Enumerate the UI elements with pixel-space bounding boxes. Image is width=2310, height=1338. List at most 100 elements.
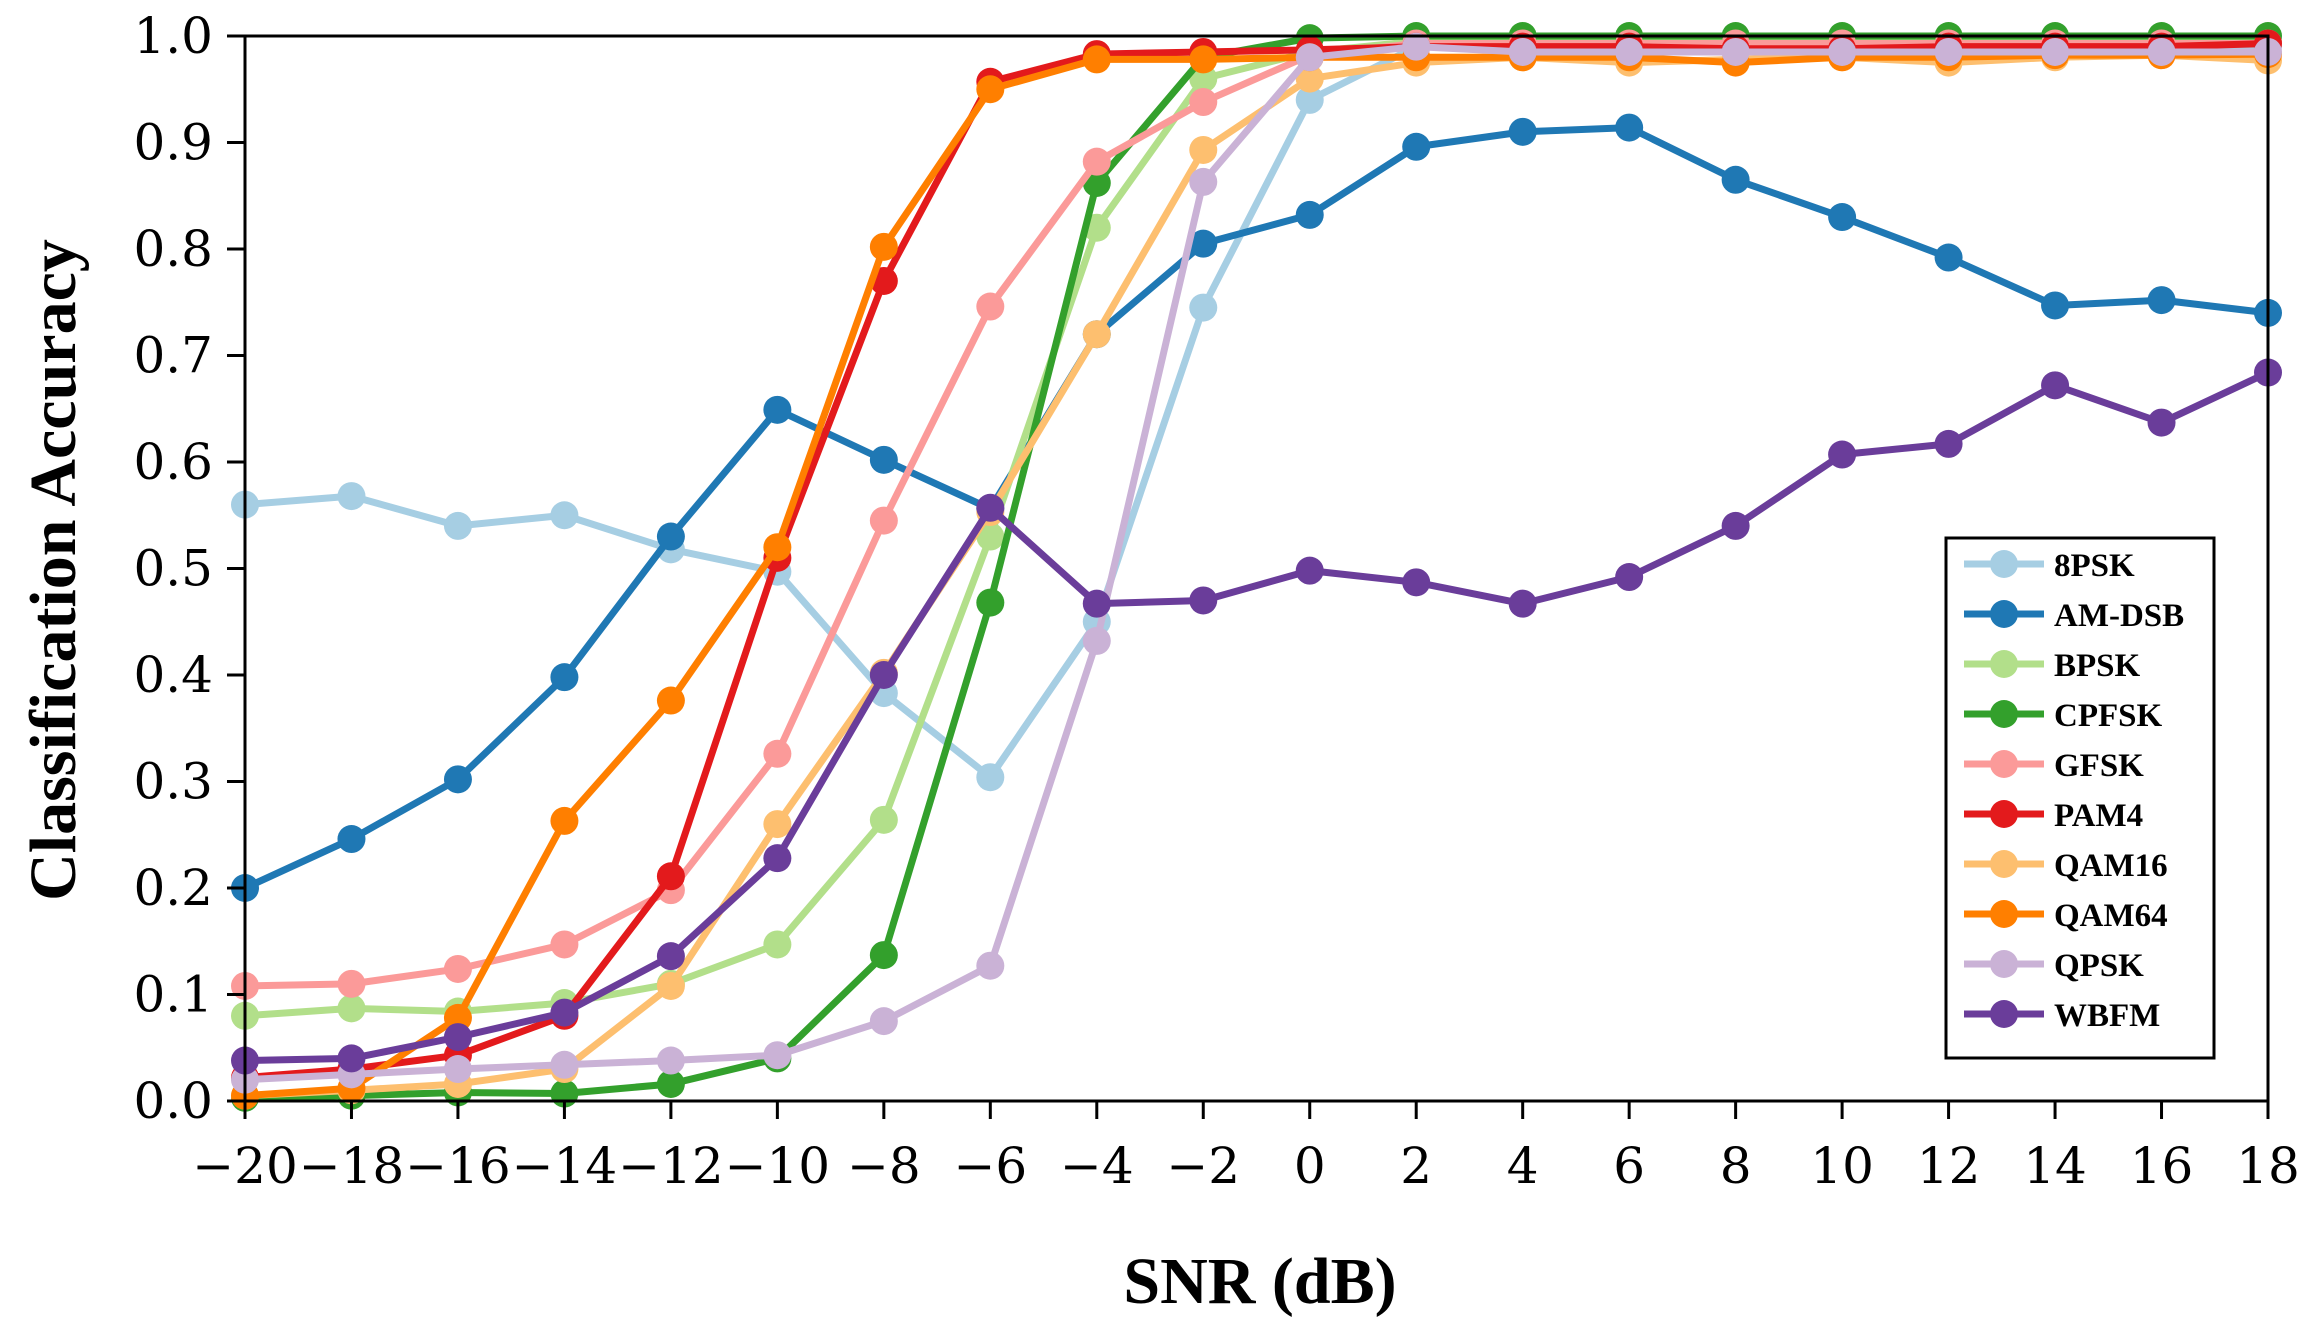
legend-item: QAM16 [1964, 848, 2168, 884]
x-tick-label: 4 [1507, 1137, 1539, 1195]
data-point [976, 522, 1005, 551]
legend-label: QAM64 [2054, 898, 2168, 934]
legend-swatch-marker [1990, 600, 2018, 628]
data-point [1295, 85, 1324, 114]
data-point [976, 588, 1005, 617]
data-point [1082, 147, 1111, 176]
data-point [1189, 229, 1218, 258]
legend-item: QAM64 [1964, 898, 2168, 934]
data-point [337, 482, 366, 511]
x-tick-label: −16 [405, 1137, 511, 1195]
data-point [869, 941, 898, 970]
y-tick-label: 0.5 [133, 540, 213, 598]
x-tick-label: 2 [1400, 1137, 1432, 1195]
data-point [2147, 408, 2176, 437]
legend-label: PAM4 [2054, 798, 2143, 834]
y-tick-label: 1.0 [133, 7, 213, 65]
data-point [1828, 440, 1857, 469]
legend-label: AM-DSB [2054, 598, 2184, 634]
axes: −20 −18 −16 −14 −12 −10 −8 −6 −4 −2 0 2 4 6 8 10 12 14 16 1… [133, 7, 2299, 1195]
data-point [656, 1046, 685, 1075]
data-point [1508, 589, 1537, 618]
data-point [976, 493, 1005, 522]
x-tick-label: −8 [847, 1137, 921, 1195]
x-tick-label: −14 [512, 1137, 618, 1195]
data-point [1189, 88, 1218, 117]
legend-swatch-marker [1990, 750, 2018, 778]
y-tick-label: 0.7 [133, 327, 213, 385]
data-point [656, 686, 685, 715]
data-point [337, 1044, 366, 1073]
data-point [869, 805, 898, 834]
data-point [976, 292, 1005, 321]
legend-box [1944, 536, 2216, 1060]
data-point [2041, 291, 2070, 320]
data-point [550, 806, 579, 835]
data-point [1189, 167, 1218, 196]
data-point [869, 661, 898, 689]
data-point [443, 511, 472, 540]
legend-label: QAM16 [2054, 848, 2168, 884]
x-tick-label: 8 [1720, 1137, 1752, 1195]
legend-label: GFSK [2054, 748, 2144, 784]
x-tick-label: 6 [1613, 1137, 1645, 1195]
series-line [244, 50, 2269, 1100]
data-point [869, 232, 898, 261]
data-point [656, 522, 685, 551]
x-tick-label: 18 [2236, 1137, 2300, 1195]
data-point [1189, 64, 1218, 93]
series-line [244, 369, 2270, 1065]
data-point [763, 930, 792, 959]
data-point [1189, 293, 1218, 322]
y-tick-label: 0.3 [133, 753, 213, 811]
y-tick-label: 0.8 [133, 220, 213, 278]
x-tick-label: −2 [1166, 1137, 1240, 1195]
data-point [1189, 586, 1218, 615]
data-point [337, 994, 366, 1023]
data-point [656, 971, 685, 1000]
data-point [1082, 320, 1111, 349]
x-tick-label: 0 [1294, 1137, 1326, 1195]
data-point [1934, 243, 1963, 272]
data-point [1189, 45, 1218, 74]
data-point [443, 765, 472, 794]
x-tick-label: 10 [1810, 1137, 1874, 1195]
data-point [550, 1050, 579, 1079]
legend-label: QPSK [2054, 948, 2144, 984]
x-tick-label: −10 [725, 1137, 831, 1195]
series-line [244, 39, 2269, 1082]
legend-label: WBFM [2054, 998, 2160, 1034]
data-point [337, 825, 366, 854]
legend-item: 8PSK [1964, 548, 2135, 584]
data-point [869, 1007, 898, 1036]
x-tick-label: −12 [618, 1137, 724, 1195]
data-point [1189, 135, 1218, 164]
legend-item: BPSK [1964, 648, 2141, 684]
y-tick-label: 0.0 [133, 1072, 213, 1130]
legend-label: CPFSK [2054, 698, 2163, 734]
x-tick-label: −18 [299, 1137, 405, 1195]
legend-item: GFSK [1964, 748, 2144, 784]
data-point [2147, 286, 2176, 315]
data-point [1615, 37, 1644, 66]
data-point [763, 739, 792, 768]
legend-swatch-marker [1990, 700, 2018, 728]
series-line [244, 43, 2268, 1084]
data-point [1082, 626, 1111, 655]
data-point [550, 663, 579, 692]
legend-item: WBFM [1964, 998, 2160, 1034]
data-point [656, 942, 685, 971]
data-point [763, 395, 792, 424]
data-point [1934, 429, 1963, 458]
data-point [763, 810, 792, 839]
y-tick-label: 0.6 [133, 433, 213, 491]
data-point [1295, 200, 1324, 229]
data-point [337, 969, 366, 998]
x-axis-title: SNR (dB) [1123, 1245, 1396, 1318]
data-point [1295, 64, 1324, 93]
data-point [550, 501, 579, 530]
legend-swatch-marker [1990, 800, 2018, 828]
data-point [1721, 165, 1750, 194]
data-point [2041, 37, 2070, 66]
data-point [1615, 113, 1644, 142]
